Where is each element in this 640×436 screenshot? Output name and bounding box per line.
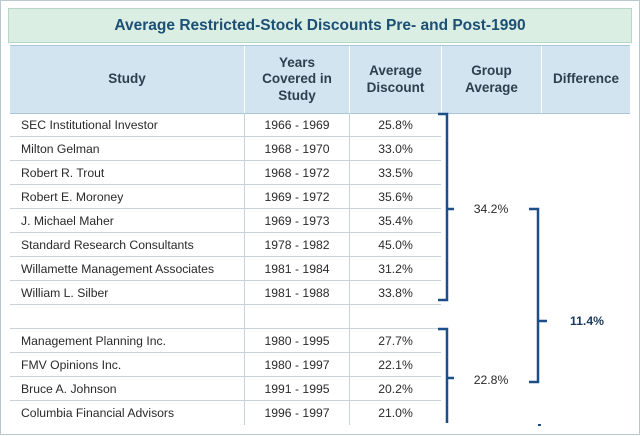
header-discount-line1: Average	[369, 63, 422, 78]
difference-value: 11.4%	[570, 314, 604, 328]
difference-bracket	[529, 207, 547, 384]
table-header: Study Years Covered in Study Average Dis…	[10, 45, 630, 114]
row-divider	[10, 400, 441, 401]
study-name: Standard Research Consultants	[21, 238, 194, 252]
table-row: Robert R. Trout 1968 - 1972 33.5%	[10, 161, 630, 185]
header-years: Years Covered in Study	[244, 46, 349, 113]
header-years-line1: Years	[278, 54, 316, 70]
study-discount: 45.0%	[349, 233, 441, 257]
study-years: 1980 - 1995	[244, 329, 349, 353]
table-row: Standard Research Consultants 1978 - 198…	[10, 233, 630, 257]
study-years: 1966 - 1969	[244, 113, 349, 137]
study-years: 1996 - 1997	[244, 401, 349, 425]
study-name: Willamette Management Associates	[21, 262, 215, 276]
post-1990-group-average: 22.8%	[473, 373, 509, 387]
study-name: Robert E. Moroney	[21, 190, 124, 204]
study-name: FMV Opinions Inc.	[21, 358, 122, 372]
table-row: J. Michael Maher 1969 - 1973 35.4%	[10, 209, 630, 233]
table-row: SEC Institutional Investor 1966 - 1969 2…	[10, 113, 630, 137]
header-group-average-line2: Average	[465, 79, 518, 95]
row-divider	[10, 328, 441, 329]
study-years: 1981 - 1984	[244, 257, 349, 281]
study-years: 1968 - 1972	[244, 161, 349, 185]
table-row: Management Planning Inc. 1980 - 1995 27.…	[10, 329, 630, 353]
study-name: Milton Gelman	[21, 142, 100, 156]
header-discount-line2: Discount	[366, 79, 425, 95]
table-title: Average Restricted-Stock Discounts Pre- …	[8, 8, 632, 43]
group-gap	[10, 305, 630, 329]
study-years: 1978 - 1982	[244, 233, 349, 257]
table-row: Columbia Financial Advisors 1996 - 1997 …	[10, 401, 630, 425]
row-divider	[10, 256, 441, 257]
study-years: 1991 - 1995	[244, 377, 349, 401]
study-discount: 27.7%	[349, 329, 441, 353]
study-discount: 35.6%	[349, 185, 441, 209]
study-discount: 25.8%	[349, 113, 441, 137]
header-difference: Difference	[541, 46, 630, 113]
study-discount: 33.0%	[349, 137, 441, 161]
pre-1990-bracket	[438, 112, 454, 302]
study-name: Management Planning Inc.	[21, 334, 166, 348]
post-1990-bracket	[438, 327, 454, 423]
row-divider	[10, 208, 441, 209]
row-divider	[10, 160, 441, 161]
table-row: Milton Gelman 1968 - 1970 33.0%	[10, 137, 630, 161]
header-years-line3: Study	[278, 87, 316, 103]
table-row: Willamette Management Associates 1981 - …	[10, 257, 630, 281]
study-name: Robert R. Trout	[21, 166, 105, 180]
study-years: 1969 - 1972	[244, 185, 349, 209]
row-divider	[10, 376, 441, 377]
gap-discount	[349, 305, 441, 329]
row-divider	[10, 352, 441, 353]
header-group-average-line1: Group	[471, 63, 512, 78]
study-years: 1969 - 1973	[244, 209, 349, 233]
study-discount: 21.0%	[349, 401, 441, 425]
study-years: 1981 - 1988	[244, 281, 349, 305]
table-row: Bruce A. Johnson 1991 - 1995 20.2%	[10, 377, 630, 401]
row-divider	[10, 304, 441, 305]
study-name: William L. Silber	[21, 286, 109, 300]
study-discount: 33.8%	[349, 281, 441, 305]
study-name: J. Michael Maher	[21, 214, 114, 228]
table-row: FMV Opinions Inc. 1980 - 1997 22.1%	[10, 353, 630, 377]
table-row: Robert E. Moroney 1969 - 1972 35.6%	[10, 185, 630, 209]
study-years: 1980 - 1997	[244, 353, 349, 377]
row-divider	[10, 136, 441, 137]
header-study: Study	[108, 71, 146, 87]
gap-years	[244, 305, 349, 329]
study-name: Columbia Financial Advisors	[21, 406, 175, 420]
header-discount: Average Discount	[349, 46, 441, 113]
pre-1990-group-average: 34.2%	[473, 202, 509, 216]
study-years: 1968 - 1970	[244, 137, 349, 161]
row-divider	[10, 232, 441, 233]
study-name: SEC Institutional Investor	[21, 118, 158, 132]
row-divider	[10, 280, 441, 281]
header-group-average: Group Average	[441, 46, 541, 113]
study-discount: 31.2%	[349, 257, 441, 281]
table-row: William L. Silber 1981 - 1988 33.8%	[10, 281, 630, 305]
study-discount: 33.5%	[349, 161, 441, 185]
header-years-line2: Covered in	[262, 71, 332, 87]
study-discount: 20.2%	[349, 377, 441, 401]
study-discount: 22.1%	[349, 353, 441, 377]
study-name: Bruce A. Johnson	[21, 382, 117, 396]
row-divider	[10, 184, 441, 185]
study-discount: 35.4%	[349, 209, 441, 233]
